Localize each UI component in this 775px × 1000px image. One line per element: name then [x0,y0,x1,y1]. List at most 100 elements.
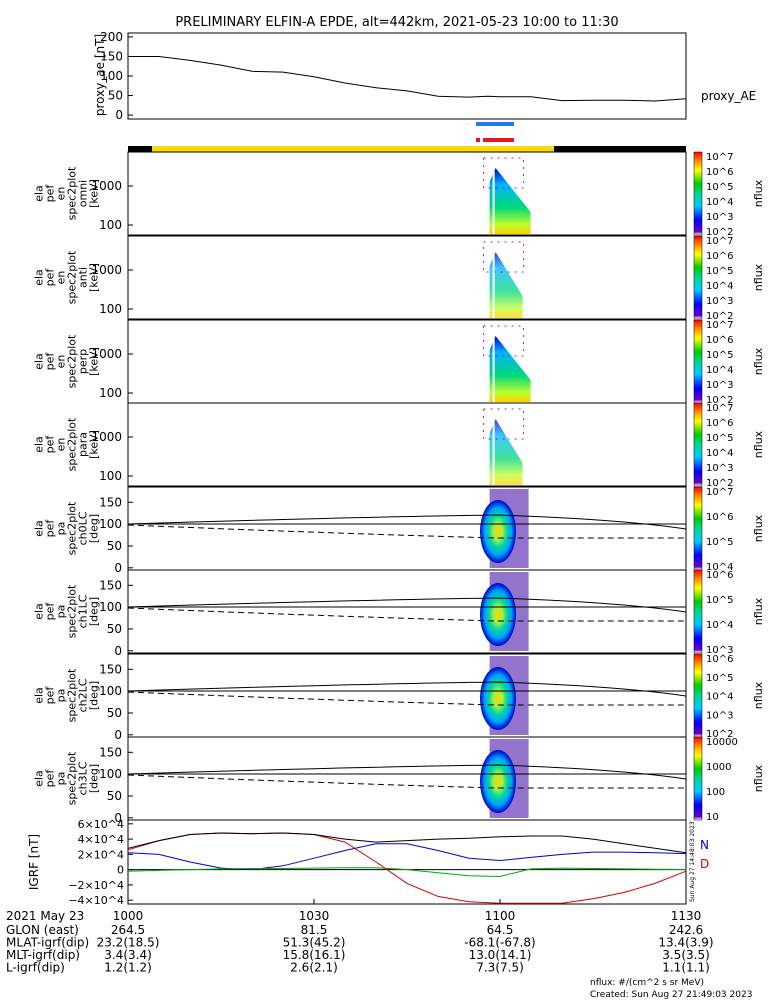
igrf-frame [127,819,687,905]
spectrogram-ytick-label: 150 [99,745,122,759]
igrf-panel: IGRF [nT] 6×10^4 4×10^4 2×10^4 0 −2×10^4 −4×1… [27,818,709,907]
colorbar-tick-label: 10^5 [706,433,733,444]
colorbar-tick-label: 10^3 [706,380,733,391]
spectrogram-ytick-label: 100 [99,600,122,614]
spectrogram-ylabel-word: perp [77,349,90,374]
x-axis-row-value: 264.5 [111,923,145,937]
spectrogram-ytick-label: 150 [99,578,122,592]
colorbar [693,235,703,320]
x-axis-tick-label: 1100 [485,909,516,923]
spectrogram-ylabel-word: pa [55,772,68,786]
colorbar-tick-label: 10^6 [706,418,733,429]
colorbar-tick-label: 10000 [706,737,738,748]
pa-spectrogram-core-flux [480,749,516,814]
colorbar-tick-label: 10^7 [706,320,733,331]
x-axis-row-value: 1.2(1.2) [104,961,152,975]
x-axis-row-value: 242.6 [669,923,703,937]
spectrogram-ylabel-word: ela [33,603,46,620]
colorbar [693,653,703,738]
x-axis-row-value: 81.5 [301,923,328,937]
x-axis-row-label: MLT-igrf(dip) [6,948,80,962]
pa-spectrogram-core-flux [480,582,516,647]
spectrogram-ylabel-word: en [55,438,68,452]
x-axis-row-value: 3.4(3.4) [104,948,152,962]
spectrogram-ytick-label: 150 [99,495,122,509]
igrf-legend-n: N [700,838,709,852]
colorbar-tick-label: 10^7 [706,236,733,247]
spectrogram-ytick-label: 0 [114,811,122,825]
x-axis-row-label: MLAT-igrf(dip) [6,936,89,950]
igrf-legend-d: D [700,857,709,871]
spectrogram-ylabel-word: [keV] [88,179,101,208]
spectrogram-ytick-label: 50 [107,706,122,720]
colorbar [693,151,703,236]
colorbar-tick-label: 10^7 [706,487,733,498]
x-axis-annotations: 2021 May 23 1000 1030 1100 1130 GLON (east) 2… [6,899,714,975]
spectrogram-ylabel-word: ela [33,687,46,704]
spectrogram-ytick-label: 50 [107,789,122,803]
spectrogram-ytick-label: 100 [99,218,122,232]
colorbar-tick-label: 10^4 [706,365,733,376]
spectrogram-panels: elapefenspec2plotomni[keV]100010010^710^… [33,151,765,825]
colorbar-label: nflux [752,514,765,542]
spectrogram-ylabel-word: ch2LC [77,678,90,712]
created-footnote: Created: Sun Aug 27 21:49:03 2023 [590,990,752,1000]
spectrogram-ylabel-word: en [55,187,68,201]
spectrogram-ytick-label: 100 [99,386,122,400]
igrf-ytick-label: 2×10^4 [78,848,124,861]
colorbar-tick-label: 10^2 [706,395,733,406]
spectrogram-ylabel-word: ch0LC [77,511,90,545]
spectrogram-ylabel-word: [keV] [88,430,101,459]
spectrogram-ylabel-word: pef [44,686,57,705]
spectrogram-ytick-label: 1000 [91,347,122,361]
x-axis-date-label: 2021 May 23 [6,909,84,923]
colorbar-tick-label: 10^4 [706,281,733,292]
spectrogram-ylabel-word: [deg] [88,597,101,626]
x-axis-row-value: 7.3(7.5) [476,961,524,975]
proxy-ae-series-line [128,56,687,102]
spectrogram-ylabel-word: spec2plot [66,751,79,805]
proxy-ae-ytick-label: 150 [100,49,123,63]
igrf-yticks: 6×10^4 4×10^4 2×10^4 0 −2×10^4 −4×10^4 [68,818,686,907]
chart-title: PRELIMINARY ELFIN-A EPDE, alt=442km, 202… [175,15,618,30]
igrf-series-bx [127,843,687,871]
colorbar-tick-label: 10^6 [706,570,733,581]
spectrogram-ylabel-word: pef [44,602,57,621]
spectrogram-ylabel-word: en [55,355,68,369]
spectrogram-ylabel-word: pa [55,522,68,536]
colorbar-tick-label: 10^6 [706,654,733,665]
colorbar-tick-label: 10^6 [706,251,733,262]
colorbar-label: nflux [752,681,765,709]
colorbar-tick-label: 10^7 [706,152,733,163]
spectrogram-ylabel-word: pef [44,352,57,371]
spectrogram-ylabel-word: spec2plot [66,668,79,722]
spectrogram-ylabel-word: [deg] [88,514,101,543]
spectrogram-ylabel-word: spec2plot [66,584,79,638]
spectrogram-ytick-label: 0 [114,644,122,658]
proxy-ae-yticks: 200 150 100 50 0 [100,30,133,122]
spectrogram-ylabel-word: para [77,432,90,457]
orbit-bar-sunlit [152,146,554,152]
colorbar [693,569,703,654]
spectrogram-ytick-label: 1000 [91,263,122,277]
igrf-ytick-label: −2×10^4 [68,879,124,892]
spectrogram-ylabel-word: spec2plot [66,250,79,304]
spectrogram-ytick-label: 100 [99,469,122,483]
proxy-ae-ytick-label: 100 [100,69,123,83]
colorbar-tick-label: 10^4 [706,692,733,703]
proxy-ae-ytick-label: 50 [108,89,123,103]
x-axis-tick-label: 1030 [299,909,330,923]
proxy-ae-series-label: proxy_AE [701,89,756,103]
spectrogram-ylabel-word: pef [44,519,57,538]
colorbar [693,736,703,821]
colorbar-tick-label: 100 [706,787,725,798]
colorbar-tick-label: 10^3 [706,296,733,307]
colorbar-tick-label: 10^6 [706,167,733,178]
units-footnote: nflux: #/(cm^2 s sr MeV) [590,978,704,988]
